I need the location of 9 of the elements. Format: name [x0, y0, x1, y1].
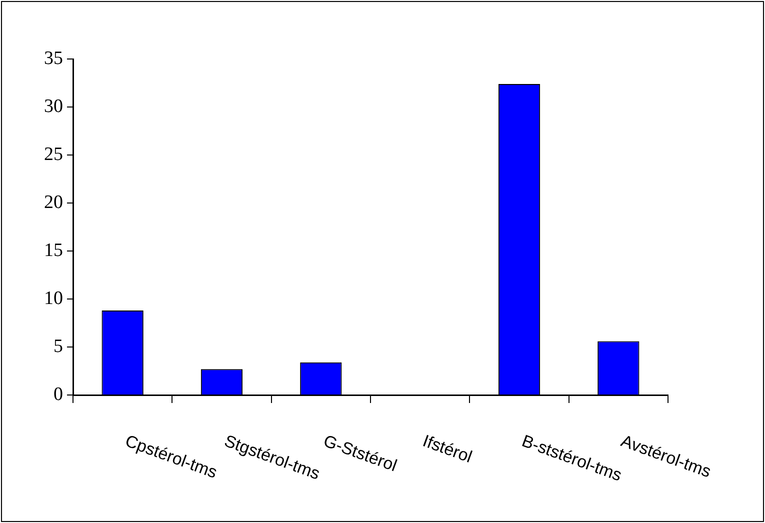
y-tick-label: 20 [44, 192, 63, 213]
x-tick-label: Ifstérol [420, 431, 475, 467]
y-tick-label: 25 [44, 144, 63, 165]
y-tick-label: 35 [44, 48, 63, 69]
y-tick-label: 30 [44, 96, 63, 117]
y-tick-label: 15 [44, 240, 63, 261]
y-tick-label: 5 [54, 336, 63, 357]
y-tick-label: 0 [54, 384, 63, 405]
y-tick-label: 10 [44, 288, 63, 309]
